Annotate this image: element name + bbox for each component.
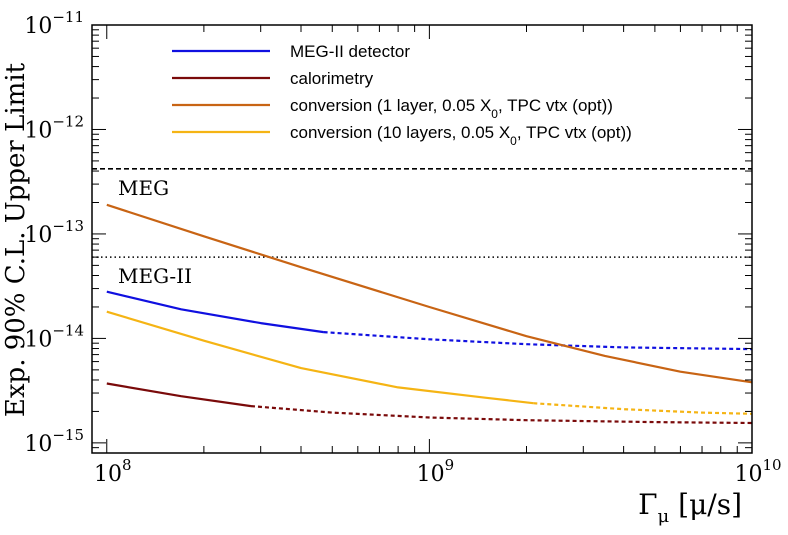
series-conversion-1layer [106, 203, 753, 384]
x-axis-title-unit: [μ/s] [669, 488, 742, 521]
series-line-conversion-10layers [106, 310, 534, 405]
y-tick-label: 10−11 [24, 8, 84, 39]
series-line-calorimetry [106, 382, 252, 408]
axis-ticks [92, 24, 753, 454]
y-axis-title: Exp. 90% C.L. Upper Limit [1, 62, 31, 417]
series-calorimetry [106, 382, 753, 425]
legend-label: conversion (10 layers, 0.05 X0, TPC vtx … [290, 123, 632, 148]
legend: MEG-II detector calorimetry conversion (1 … [172, 42, 632, 148]
series-line-dashed-meg-ii-detector [323, 331, 753, 351]
tick-labels: 108 109 1010 10−11 10−12 10−13 10−14 10−15 [24, 8, 781, 487]
y-tick-label: 10−13 [24, 217, 84, 248]
reference-lines [92, 168, 752, 258]
legend-label: MEG-II detector [290, 42, 410, 61]
x-tick-label: 109 [417, 456, 455, 487]
legend-entry-meg-ii-detector: MEG-II detector [172, 42, 410, 61]
plot-frame [91, 24, 753, 454]
series-layer [106, 203, 753, 425]
y-tick-label: 10−14 [24, 321, 84, 352]
series-conversion-10layers [106, 310, 753, 415]
legend-entry-calorimetry: calorimetry [172, 69, 374, 88]
reference-labels: MEG MEG-II [118, 176, 192, 288]
y-tick-label: 10−12 [24, 112, 84, 143]
reference-label-meg: MEG [118, 176, 169, 200]
legend-entry-conversion-1layer: conversion (1 layer, 0.05 X0, TPC vtx (o… [172, 96, 613, 121]
series-line-dashed-calorimetry [250, 405, 753, 425]
x-tick-label: 108 [94, 456, 132, 487]
legend-entry-conversion-10layers: conversion (10 layers, 0.05 X0, TPC vtx … [172, 123, 632, 148]
reference-label-meg-ii: MEG-II [118, 264, 192, 288]
x-axis-title-base: Γ [638, 488, 657, 521]
plot-background [92, 25, 752, 453]
legend-label: conversion (1 layer, 0.05 X0, TPC vtx (o… [290, 96, 613, 121]
x-tick-label: 1010 [734, 456, 781, 487]
series-line-conversion-1layer [106, 203, 753, 384]
legend-label: calorimetry [290, 69, 374, 88]
series-line-dashed-conversion-10layers [533, 402, 753, 415]
x-axis-title: Γμ [μ/s] [638, 488, 742, 527]
series-meg-ii-detector [106, 290, 753, 351]
series-line-meg-ii-detector [106, 290, 324, 334]
y-tick-label: 10−15 [24, 426, 84, 457]
x-axis-title-sub: μ [658, 506, 670, 527]
